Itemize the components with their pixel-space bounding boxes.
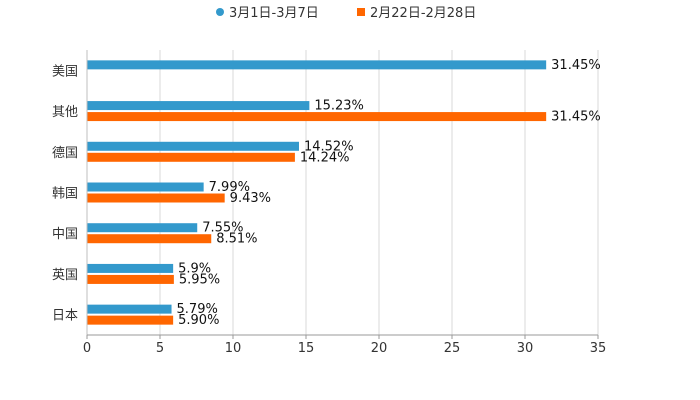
x-tick-label: 25 [444, 341, 461, 356]
data-label: 7.55% [202, 221, 243, 236]
bar-series-1 [87, 141, 299, 151]
data-label: 5.79% [177, 302, 218, 317]
category-label: 中国 [52, 227, 78, 242]
category-label: 美国 [52, 64, 78, 79]
legend-label[interactable]: 2月22日-2月28日 [370, 6, 476, 21]
bar-series-2 [87, 152, 295, 162]
x-tick-labels: 0 5 10 15 20 25 30 35 [83, 341, 606, 356]
data-label: 31.45% [551, 58, 601, 73]
data-label: 15.23% [314, 99, 364, 114]
data-label: 31.45% [551, 110, 601, 125]
x-tick-label: 30 [517, 341, 534, 356]
bar-series-2 [87, 112, 547, 122]
data-label: 5.90% [178, 313, 219, 328]
x-tick-label: 0 [83, 341, 91, 356]
data-label: 7.99% [209, 180, 250, 195]
data-labels: 31.45% 15.23% 31.45% 14.52%14.24% 7.99%9.43%… [177, 58, 601, 328]
data-label: 5.95% [179, 272, 220, 287]
x-tick-label: 15 [298, 341, 315, 356]
bar-series-1 [87, 101, 310, 111]
x-tick-label: 10 [225, 341, 242, 356]
axes [86, 50, 599, 339]
category-label: 德国 [52, 146, 78, 161]
bar-series-1 [87, 263, 174, 273]
x-tick-label: 20 [371, 341, 388, 356]
legend-label[interactable]: 3月1日-3月7日 [229, 6, 319, 21]
bar-series-1 [87, 223, 198, 233]
bar-series-1 [87, 60, 547, 70]
data-label: 14.24% [300, 150, 350, 165]
bars [87, 60, 547, 325]
category-label: 其他 [52, 105, 78, 120]
x-tick-label: 5 [156, 341, 164, 356]
category-label: 韩国 [52, 187, 78, 202]
data-label: 5.9% [178, 261, 211, 276]
bar-series-2 [87, 234, 212, 244]
bar-series-2 [87, 315, 174, 325]
category-label: 英国 [52, 268, 78, 283]
bar-series-2 [87, 274, 174, 284]
data-label: 9.43% [230, 191, 271, 206]
data-label: 8.51% [216, 232, 257, 247]
bar-series-1 [87, 182, 204, 192]
bar-series-1 [87, 304, 172, 314]
gridlines [159, 50, 599, 335]
x-tick-label: 35 [590, 341, 607, 356]
legend-marker [216, 8, 224, 16]
legend: 3月1日-3月7日 2月22日-2月28日 [216, 6, 476, 21]
bar-series-2 [87, 193, 225, 203]
category-label: 日本 [52, 309, 78, 324]
legend-marker [357, 8, 365, 16]
data-label: 14.52% [304, 139, 354, 154]
